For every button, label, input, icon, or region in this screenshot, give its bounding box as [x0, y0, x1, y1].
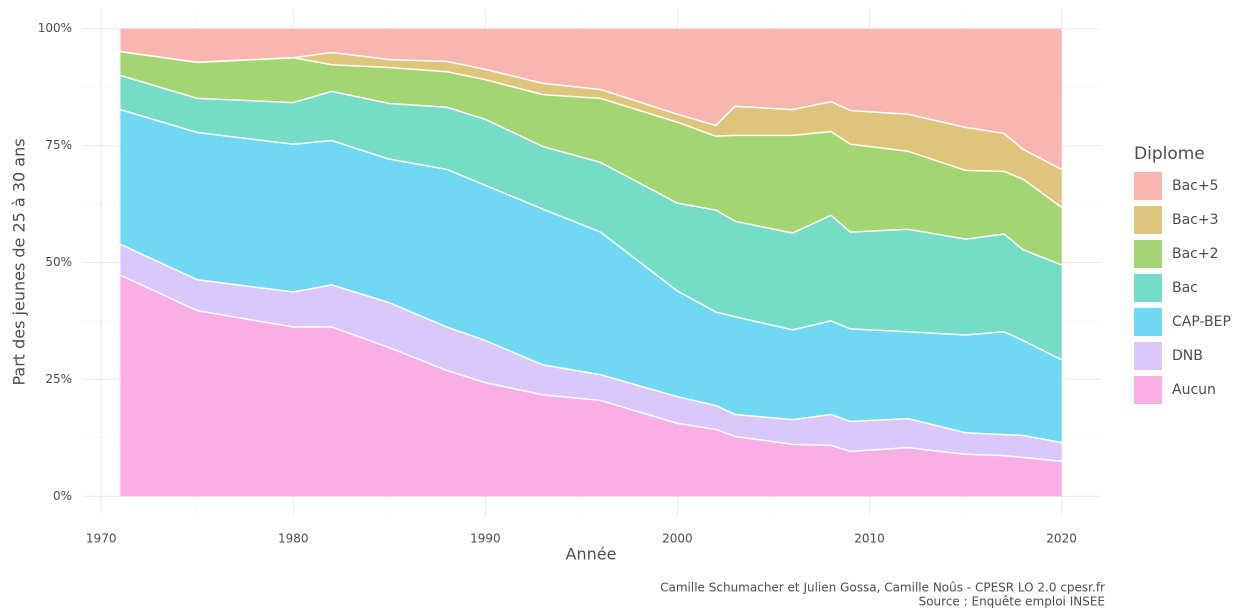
legend-label: CAP-BEP: [1172, 314, 1231, 330]
area: [120, 51, 1062, 208]
y-tick-label: 0%: [53, 489, 72, 503]
legend-swatch: [1134, 376, 1162, 404]
x-tick-label: 1970: [86, 532, 117, 546]
area: [120, 28, 1062, 170]
area: [120, 244, 1062, 462]
y-tick-label: 50%: [45, 255, 72, 269]
x-tick-label: 2000: [662, 532, 693, 546]
legend-label: Bac+5: [1172, 178, 1219, 194]
legend-swatch: [1134, 342, 1162, 370]
area-boundary: [120, 108, 1062, 361]
area: [120, 75, 1062, 360]
x-tick-label: 2020: [1046, 532, 1077, 546]
legend-swatch: [1134, 206, 1162, 234]
x-axis-label: Année: [566, 545, 617, 564]
area-boundary: [120, 243, 1062, 444]
x-tick-label: 1990: [470, 532, 501, 546]
legend-swatch: [1134, 308, 1162, 336]
legend-title: Diplome: [1134, 144, 1205, 164]
area: [120, 275, 1062, 497]
legend-label: Aucun: [1172, 382, 1216, 398]
legend-label: Bac: [1172, 280, 1198, 296]
area-boundary: [120, 74, 1062, 266]
y-tick-label: 100%: [38, 21, 72, 35]
area: [120, 51, 1062, 265]
legend-label: Bac+3: [1172, 212, 1219, 228]
legend-label: Bac+2: [1172, 246, 1219, 262]
legend-label: DNB: [1172, 348, 1203, 364]
legend-swatch: [1134, 274, 1162, 302]
area-boundary: [120, 274, 1062, 462]
area-boundary: [120, 50, 1062, 171]
caption: Camille Schumacher et Julien Gossa, Cami…: [660, 581, 1105, 595]
caption: Source : Enquête emploi INSEE: [919, 595, 1105, 609]
area: [120, 109, 1062, 443]
y-tick-label: 75%: [45, 138, 72, 152]
y-axis-label: Part des jeunes de 25 à 30 ans: [10, 138, 29, 385]
legend-swatch: [1134, 240, 1162, 268]
legend-swatch: [1134, 172, 1162, 200]
x-tick-label: 2010: [854, 532, 885, 546]
area-boundary: [120, 50, 1063, 208]
y-tick-label: 25%: [45, 372, 72, 386]
x-tick-label: 1980: [278, 532, 309, 546]
